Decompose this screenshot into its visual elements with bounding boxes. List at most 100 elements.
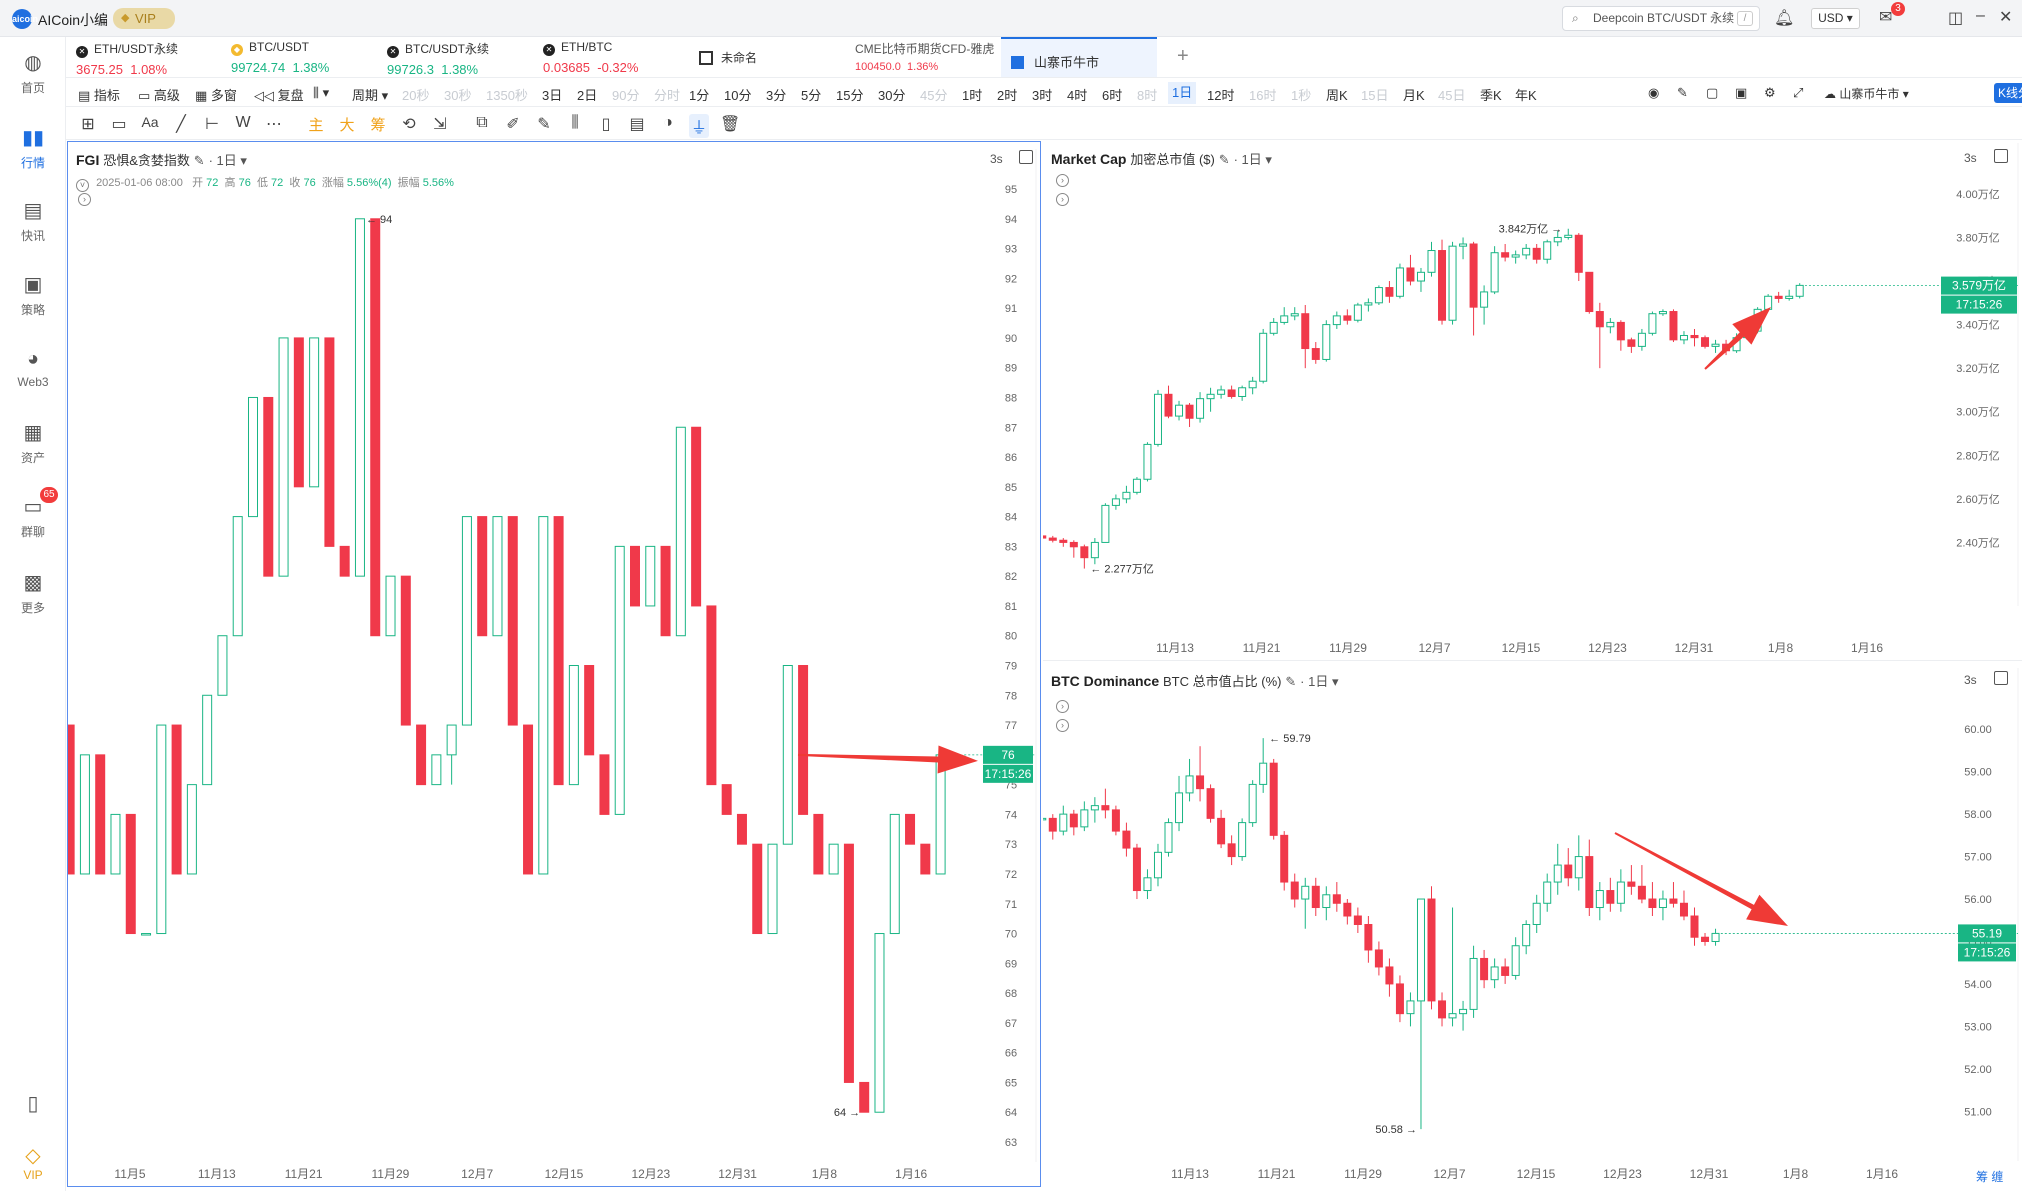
shape-icon[interactable]: ▢ [1706, 85, 1719, 100]
maximize-pane-icon[interactable] [1994, 671, 2008, 685]
period-4[interactable]: 2日 [577, 88, 598, 103]
bell-icon[interactable]: 🔔︎ [1774, 10, 1795, 27]
period-26[interactable]: 月K [1403, 88, 1425, 103]
period-0[interactable]: 20秒 [402, 88, 430, 103]
expand-overlays-icon[interactable]: › [1056, 193, 1069, 206]
period-16[interactable]: 3时 [1032, 88, 1053, 103]
clipboard-icon[interactable]: ▯ [601, 116, 611, 133]
trash-icon[interactable]: 🗑︎ [720, 116, 741, 133]
period-15[interactable]: 2时 [997, 88, 1018, 103]
hline-icon[interactable]: ⊢ [205, 116, 219, 133]
timeframe-select[interactable]: · 1日 ▾ [208, 153, 247, 168]
advanced-button[interactable]: ▭ 高级 [138, 88, 180, 103]
period-11[interactable]: 15分 [836, 88, 864, 103]
note-icon[interactable]: ▤ [629, 116, 645, 133]
edit-icon[interactable]: ✎ [1285, 674, 1297, 689]
multiwindow-button[interactable]: ▦ 多窗 [195, 88, 237, 103]
chart-pane-fgi[interactable]: FGI 恐惧&贪婪指数 ✎ · 1日 ▾ ˅ 2025-01-06 08:00 … [67, 141, 1041, 1187]
copy-icon[interactable]: ⧉ [476, 114, 488, 131]
fullscreen-icon[interactable]: ⤢ [1793, 85, 1804, 100]
period-10[interactable]: 5分 [801, 88, 822, 103]
edit-icon[interactable]: ✎ [1218, 152, 1230, 167]
chips-chan-toggle[interactable]: 筹 缠 [1976, 1170, 2004, 1184]
nav-news[interactable]: ▤ 快讯 [20, 200, 45, 243]
edit-icon[interactable]: ⟲ [402, 116, 416, 133]
period-22[interactable]: 16时 [1249, 88, 1277, 103]
ticker-tab[interactable]: CME比特币期货CFD-雅虎 100450.0 1.36% [855, 42, 995, 73]
nav-more[interactable]: ▩ 更多 [20, 572, 45, 615]
trendline-icon[interactable]: ╱ [176, 116, 186, 133]
expand-indicators-icon[interactable]: › [78, 193, 91, 206]
big-order-toggle[interactable]: 大 [339, 117, 355, 134]
period-7[interactable]: 1分 [689, 88, 710, 103]
period-button[interactable]: 周期 ▾ [352, 88, 389, 103]
period-9[interactable]: 3分 [766, 88, 787, 103]
chart-type-button[interactable]: ⫼ ▾ [313, 85, 330, 100]
camera-icon[interactable]: ◉ [1648, 85, 1660, 100]
period-12[interactable]: 30分 [878, 88, 906, 103]
nav-home[interactable]: ◍ 首页 [20, 52, 45, 95]
ticker-tab[interactable]: ✕ ETH/USDT永续 3675.25 1.08% [76, 42, 179, 77]
nav-chat[interactable]: ▭ 群聊 [20, 496, 45, 539]
filter-icon[interactable]: ⏚ [689, 114, 709, 138]
layout-cloud-select[interactable]: ☁ 山寨币牛市 ▾ [1824, 87, 1909, 101]
ticker-tab[interactable]: ✕ ETH/BTC 0.03685 -0.32% [543, 40, 639, 75]
pen-icon[interactable]: ✎ [1677, 85, 1688, 100]
period-5[interactable]: 90分 [612, 88, 640, 103]
mail-icon[interactable]: ✉ [1879, 9, 1893, 26]
period-19[interactable]: 8时 [1137, 88, 1158, 103]
period-17[interactable]: 4时 [1067, 88, 1088, 103]
marketcap-chart-canvas[interactable]: 4.00万亿3.80万亿3.60万亿3.40万亿3.20万亿3.00万亿2.80… [1043, 141, 2022, 661]
period-18[interactable]: 6时 [1102, 88, 1123, 103]
maximize-pane-icon[interactable] [1019, 150, 1033, 164]
close-icon[interactable]: ✕ [1999, 9, 2013, 26]
kline-analysis-button[interactable]: K线分析 [1994, 83, 2022, 103]
nav-assets[interactable]: ▦ 资产 [20, 422, 45, 465]
nav-market[interactable]: ▮▮ 行情 [20, 127, 45, 170]
wave-icon[interactable]: W [235, 114, 251, 131]
period-24[interactable]: 周K [1326, 88, 1348, 103]
maximize-pane-icon[interactable] [1994, 149, 2008, 163]
ticker-tab-active[interactable]: 山寨币牛市 [1001, 37, 1157, 77]
indicator-button[interactable]: ▤ 指标 [78, 88, 120, 103]
timeframe-select[interactable]: · 1日 ▾ [1300, 674, 1339, 689]
crosshair-icon[interactable]: ⊞ [81, 116, 95, 133]
more-tools-icon[interactable]: ⋯ [266, 116, 282, 133]
period-3[interactable]: 3日 [542, 88, 563, 103]
text-tool-icon[interactable]: Aa [141, 114, 159, 130]
rectangle-icon[interactable]: ▭ [111, 116, 127, 133]
period-8[interactable]: 10分 [724, 88, 752, 103]
period-1[interactable]: 30秒 [444, 88, 472, 103]
main-chart-toggle[interactable]: 主 [308, 117, 324, 134]
btc-dominance-chart-canvas[interactable]: 60.0059.0058.0057.0056.0055.0054.0053.00… [1043, 663, 2022, 1187]
period-21[interactable]: 12时 [1207, 88, 1235, 103]
window-restore-icon[interactable]: ◫ [1948, 10, 1964, 27]
add-tab-button[interactable]: + [1177, 45, 1189, 67]
period-27[interactable]: 45日 [1438, 88, 1466, 103]
nav-device[interactable]: ▯ [0, 1092, 66, 1120]
nav-web3[interactable]: ◕ Web3 [17, 348, 49, 389]
period-14[interactable]: 1时 [962, 88, 983, 103]
ticker-tab[interactable]: ✕ BTC/USDT永续 99726.3 1.38% [387, 42, 490, 77]
chart-pane-marketcap[interactable]: Market Cap 加密总市值 ($) ✎ · 1日 ▾ › › 3s 4.0… [1043, 141, 2022, 661]
period-6[interactable]: 分时 [654, 88, 681, 103]
timeframe-select[interactable]: · 1日 ▾ [1233, 152, 1272, 167]
chevron-down-icon[interactable]: ˅ [76, 179, 89, 192]
fgi-chart-canvas[interactable]: 95 94 93 92 91 90 89 88 87 86 85 84 83 82 81 80 79 78 77 76… [68, 142, 1040, 1186]
magnet-icon[interactable]: ◑ [663, 114, 673, 131]
period-2[interactable]: 1350秒 [486, 88, 528, 103]
settings-icon[interactable]: ⚙ [1764, 85, 1776, 100]
period-29[interactable]: 年K [1515, 88, 1537, 103]
vip-badge[interactable]: VIP [113, 8, 175, 29]
expand-overlays-icon[interactable]: › [1056, 719, 1069, 732]
chips-toggle[interactable]: 筹 [370, 117, 386, 134]
edit-icon[interactable]: ✎ [193, 153, 205, 168]
nav-vip[interactable]: ◇ VIP [0, 1144, 66, 1182]
currency-select[interactable]: USD ▾ [1811, 8, 1860, 29]
search-input[interactable]: ⌕ Deepcoin BTC/USDT 永续 / [1562, 6, 1760, 31]
chart-pane-btc-dominance[interactable]: BTC Dominance BTC 总市值占比 (%) ✎ · 1日 ▾ › ›… [1043, 663, 2022, 1187]
expand-indicators-icon[interactable]: › [1056, 700, 1069, 713]
brush-icon[interactable]: ✐ [506, 116, 520, 133]
save-icon[interactable]: ▣ [1735, 85, 1748, 100]
expand-indicators-icon[interactable]: › [1056, 174, 1069, 187]
